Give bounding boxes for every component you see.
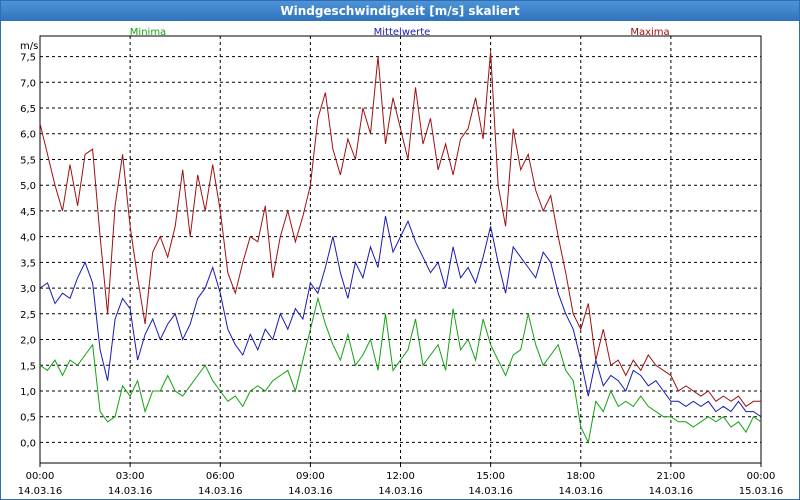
minima-line <box>39 296 762 444</box>
x-tick-time-label: 00:00 <box>26 471 55 482</box>
maxima-line <box>39 51 761 408</box>
y-tick-label: 5,0 <box>20 181 36 192</box>
y-tick-label: 0,0 <box>20 438 36 449</box>
legend-minima: Minima <box>130 27 166 38</box>
y-tick-label: 2,0 <box>20 336 36 347</box>
y-tick-label: 1,5 <box>20 361 36 372</box>
grid <box>39 36 762 467</box>
y-tick-label: 7,0 <box>20 78 36 89</box>
y-tick-label: 4,5 <box>20 207 36 218</box>
legend-maxima: Maxima <box>630 27 669 38</box>
x-tick-time-label: 00:00 <box>747 471 776 482</box>
y-tick-label: 3,0 <box>20 284 36 295</box>
y-tick-label: 5,5 <box>20 155 36 166</box>
window-title: Windgeschwindigkeit [m/s] skaliert <box>1 1 799 21</box>
y-tick-label: 6,5 <box>20 104 36 115</box>
x-tick-date-label: 14.03.16 <box>558 486 603 497</box>
y-axis-unit-label: m/s <box>20 41 38 52</box>
y-tick-label: 4,0 <box>20 233 36 244</box>
tick-labels: 0,0 0,5 1,0 1,5 2,0 2,5 3,0 3,5 4,0 4,5 5,0 5,5 6,0 6… <box>18 53 784 497</box>
x-tick-date-label: 14.03.16 <box>378 486 423 497</box>
x-tick-date-label: 14.03.16 <box>108 486 153 497</box>
y-tick-label: 7,5 <box>20 53 36 64</box>
mittelwerte-line <box>39 215 762 418</box>
x-tick-date-label: 14.03.16 <box>468 486 513 497</box>
x-tick-date-label: 14.03.16 <box>649 486 694 497</box>
y-tick-label: 3,5 <box>20 258 36 269</box>
series-lines <box>39 51 762 444</box>
x-tick-time-label: 06:00 <box>206 471 235 482</box>
x-tick-time-label: 03:00 <box>116 471 145 482</box>
y-tick-label: 1,0 <box>20 387 36 398</box>
y-tick-label: 6,0 <box>20 130 36 141</box>
x-tick-time-label: 21:00 <box>656 471 685 482</box>
x-tick-time-label: 15:00 <box>476 471 505 482</box>
x-tick-date-label: 14.03.16 <box>288 486 333 497</box>
x-tick-date-label: 14.03.16 <box>198 486 243 497</box>
y-tick-label: 0,5 <box>20 413 36 424</box>
x-tick-date-label: 14.03.16 <box>18 486 63 497</box>
x-tick-time-label: 09:00 <box>296 471 325 482</box>
legend-mittelwerte: Mittelwerte <box>374 27 431 38</box>
x-tick-date-label: 15.03.16 <box>739 486 784 497</box>
x-tick-time-label: 18:00 <box>566 471 595 482</box>
y-tick-label: 2,5 <box>20 310 36 321</box>
x-tick-time-label: 12:00 <box>386 471 415 482</box>
